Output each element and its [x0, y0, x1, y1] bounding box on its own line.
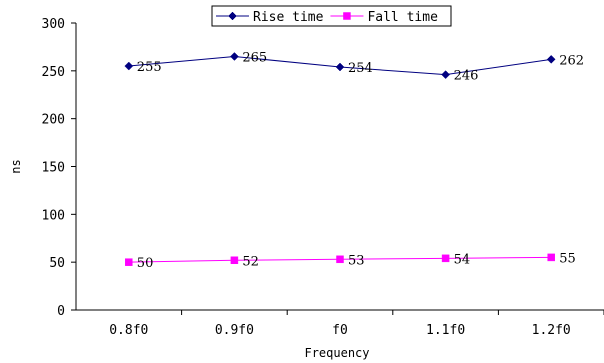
x-tick-label: 1.1f0 [426, 323, 465, 338]
x-tick-label: 0.9f0 [215, 323, 254, 338]
legend-label: Rise time [253, 10, 324, 25]
square-marker [125, 258, 133, 266]
y-tick-label: 50 [49, 256, 65, 271]
data-label: 54 [454, 252, 471, 267]
data-label: 55 [559, 251, 576, 266]
square-marker [547, 253, 555, 262]
y-tick-label: 250 [42, 65, 65, 80]
y-tick-label: 100 [42, 208, 65, 223]
y-tick-label: 0 [57, 304, 65, 319]
diamond-marker [546, 54, 556, 64]
chart-legend: Rise time Fall time [211, 5, 452, 27]
data-label: 53 [348, 253, 365, 268]
legend-square-marker [343, 12, 351, 20]
legend-diamond-marker [228, 11, 237, 21]
y-tick-label: 300 [42, 17, 65, 32]
data-label: 50 [137, 256, 154, 271]
data-label: 265 [242, 50, 267, 65]
x-tick-label: 1.2f0 [532, 323, 571, 338]
legend-label: Fall time [367, 10, 438, 25]
x-tick-label: 0.8f0 [109, 323, 148, 338]
diamond-marker [124, 61, 134, 71]
y-tick-label: 150 [42, 161, 65, 176]
diamond-marker [441, 70, 450, 80]
data-label: 254 [348, 61, 373, 76]
series-fall-time: 50 52 53 54 55 [125, 251, 576, 271]
square-marker [441, 254, 450, 263]
data-label: 255 [137, 60, 162, 75]
data-label: 246 [454, 69, 479, 84]
legend-item: Rise time [216, 10, 324, 25]
square-marker [336, 255, 344, 264]
x-axis-title: Frequency [304, 346, 369, 360]
diamond-marker [230, 52, 239, 61]
data-label: 262 [559, 53, 584, 68]
square-marker [230, 256, 239, 265]
x-tick-label: f0 [332, 323, 348, 338]
diamond-marker [335, 62, 345, 72]
chart-series: 255 265 254 246 262 50 52 53 54 55 [124, 50, 584, 271]
chart-axes: 0 50 100 150 200 250 300 0.8f0 0.9f0 f0 1.1f0 1.2f0… [9, 17, 604, 360]
y-axis-title: ns [9, 159, 23, 173]
y-tick-label: 200 [42, 113, 65, 128]
data-label: 52 [242, 254, 259, 269]
series-rise-time: 255 265 254 246 262 [124, 50, 584, 84]
legend-item: Fall time [330, 10, 438, 25]
